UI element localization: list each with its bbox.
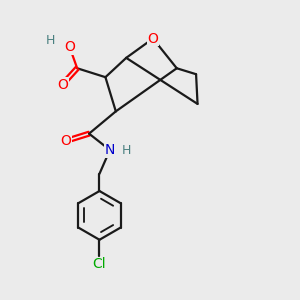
Text: O: O: [57, 78, 68, 92]
Text: H: H: [46, 34, 55, 46]
Text: O: O: [64, 40, 75, 55]
Text: Cl: Cl: [93, 257, 106, 272]
Text: H: H: [122, 143, 131, 157]
Text: O: O: [60, 134, 71, 148]
Text: O: O: [148, 32, 158, 46]
Text: N: N: [105, 143, 115, 157]
